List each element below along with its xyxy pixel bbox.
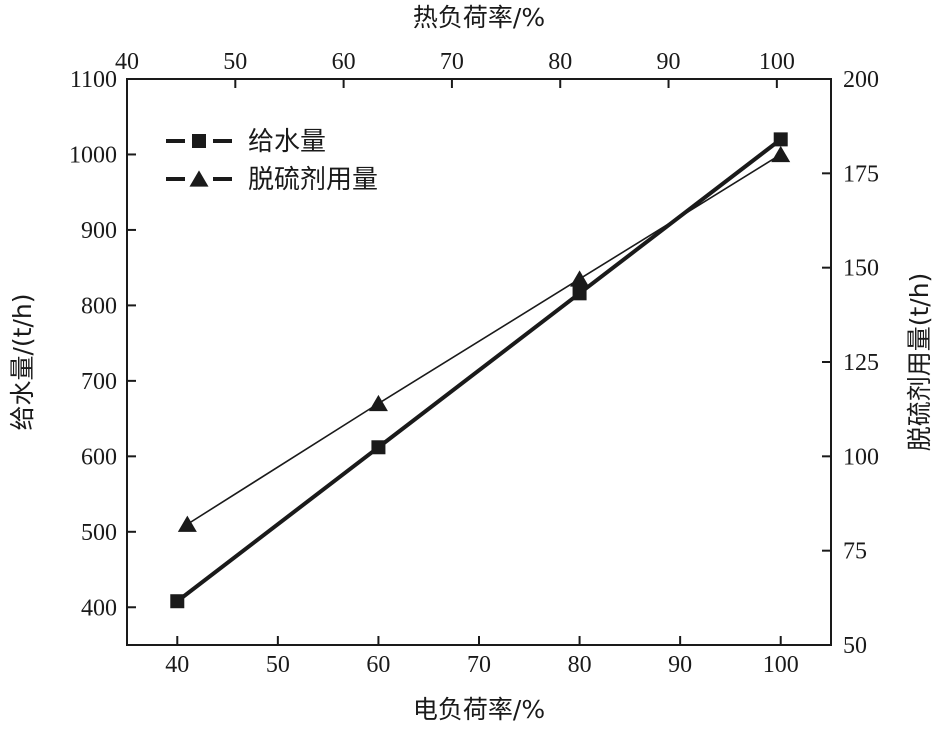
legend-desulfurizer-label: 脱硫剂用量: [248, 165, 378, 195]
top-x-axis-title: 热负荷率/%: [413, 3, 545, 32]
left-y-axis: 400 500 600 700 800 900 1000 1100: [69, 67, 136, 621]
y2-tick-label: 125: [843, 350, 879, 376]
y2-tick-label: 175: [843, 161, 879, 187]
y-tick-label: 600: [81, 444, 117, 470]
x-tick-label: 70: [467, 652, 491, 678]
y-tick-label: 700: [81, 369, 117, 395]
feedwater-series-line: [176, 137, 782, 603]
y-axis-title: 给水量/(t/h): [8, 294, 37, 431]
y2-tick-label: 150: [843, 256, 879, 282]
desulfurizer-series-line: [186, 153, 782, 525]
y-tick-label: 1100: [70, 67, 117, 93]
bottom-x-axis: 40 50 60 70 80 90 100: [165, 636, 799, 678]
legend-feedwater-marker: [192, 134, 206, 148]
legend-desulfurizer-marker: [189, 170, 209, 187]
y2-tick-label: 50: [843, 633, 867, 659]
y-tick-label: 500: [81, 520, 117, 546]
top-x-tick-label: 100: [759, 49, 795, 75]
x-tick-label: 100: [763, 652, 799, 678]
x-axis-title: 电负荷率/%: [413, 695, 545, 724]
y2-tick-label: 75: [843, 539, 867, 565]
top-x-tick-label: 80: [548, 49, 572, 75]
x-tick-label: 60: [366, 652, 390, 678]
top-x-tick-label: 90: [657, 49, 681, 75]
y-tick-label: 400: [81, 595, 117, 621]
x-tick-label: 50: [266, 652, 290, 678]
desulfurizer-point: [771, 145, 791, 163]
desulfurizer-point: [368, 394, 388, 412]
y2-tick-label: 100: [843, 444, 879, 470]
x-tick-label: 80: [568, 652, 592, 678]
x-tick-label: 40: [165, 652, 189, 678]
feedwater-point: [773, 132, 788, 147]
right-y-axis: 50 75 100 125 150 175 200: [822, 67, 879, 659]
top-x-tick-label: 60: [332, 49, 356, 75]
feedwater-point: [371, 440, 386, 455]
top-x-tick-label: 40: [115, 49, 139, 75]
y2-tick-label: 200: [843, 67, 879, 93]
feedwater-point: [572, 286, 587, 301]
y2-axis-title: 脱硫剂用量(t/h): [905, 273, 934, 452]
series-layer: [170, 132, 791, 609]
y-tick-label: 800: [81, 293, 117, 319]
y-tick-label: 1000: [69, 142, 117, 168]
feedwater-point: [170, 594, 185, 609]
top-x-tick-label: 50: [223, 49, 247, 75]
legend-feedwater-label: 给水量: [248, 127, 326, 157]
desulfurizer-point: [570, 270, 590, 287]
x-tick-label: 90: [668, 652, 692, 678]
y-tick-label: 900: [81, 218, 117, 244]
desulfurizer-point: [177, 515, 197, 532]
top-x-axis: 40 50 60 70 80 90 100: [115, 49, 795, 88]
top-x-tick-label: 70: [440, 49, 464, 75]
